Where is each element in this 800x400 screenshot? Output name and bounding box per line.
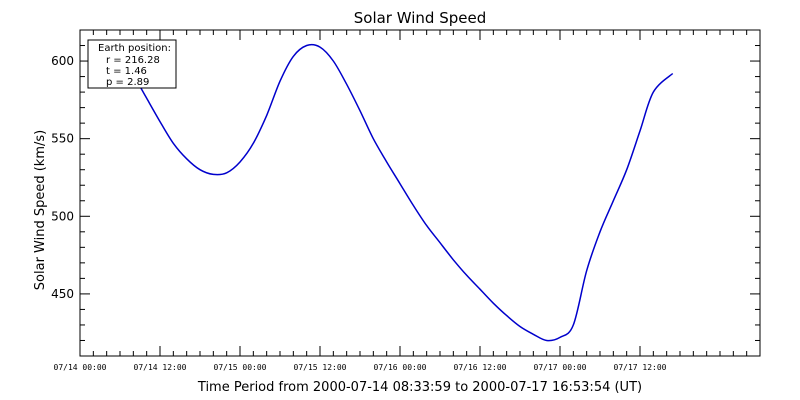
x-tick-label: 07/14 00:00 bbox=[54, 363, 107, 372]
chart-title: Solar Wind Speed bbox=[354, 9, 486, 27]
x-tick-label: 07/14 12:00 bbox=[134, 363, 187, 372]
legend-box bbox=[87, 39, 177, 89]
legend-line-heading: Earth position: bbox=[98, 43, 171, 54]
x-tick-label: 07/16 00:00 bbox=[374, 363, 427, 372]
y-tick-label: 450 bbox=[51, 287, 74, 301]
x-tick-label: 07/15 12:00 bbox=[294, 363, 347, 372]
legend-line-p: p = 2.89 bbox=[106, 77, 149, 88]
axis-tick-labels: 450 500 550 600 07/14 00:00 07/14 12:00 07/15 … bbox=[51, 54, 667, 372]
x-axis-title: Time Period from 2000-07-14 08:33:59 to … bbox=[197, 380, 642, 395]
y-axis-title: Solar Wind Speed (km/s) bbox=[33, 130, 48, 290]
series-line-solar-wind-speed bbox=[136, 43, 674, 342]
y-tick-label: 500 bbox=[51, 209, 74, 223]
axis-ticks bbox=[79, 29, 761, 357]
y-tick-label: 550 bbox=[51, 132, 74, 146]
y-tick-label: 600 bbox=[51, 54, 74, 68]
legend-line-t: t = 1.46 bbox=[106, 66, 147, 77]
x-tick-label: 07/17 00:00 bbox=[534, 363, 587, 372]
legend-earth-position: Earth position: r = 216.28 t = 1.46 p = … bbox=[87, 39, 177, 89]
plot-frame bbox=[79, 29, 761, 357]
legend-line-r: r = 216.28 bbox=[106, 55, 160, 66]
x-tick-label: 07/17 12:00 bbox=[614, 363, 667, 372]
x-tick-label: 07/16 12:00 bbox=[454, 363, 507, 372]
x-tick-label: 07/15 00:00 bbox=[214, 363, 267, 372]
